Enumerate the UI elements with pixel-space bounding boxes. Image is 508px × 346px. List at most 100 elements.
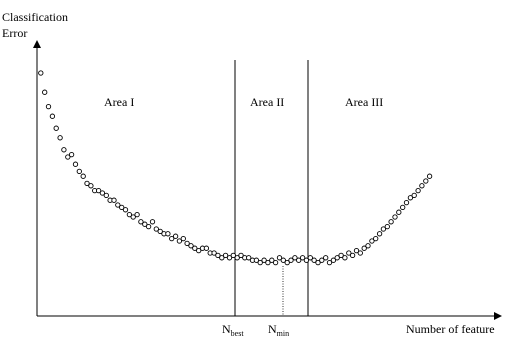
data-point-86	[365, 243, 371, 249]
data-point-7	[61, 147, 67, 153]
data-point-82	[349, 252, 356, 259]
area-i-label: Area I	[104, 95, 134, 109]
data-point-41	[192, 245, 198, 251]
data-point-17	[99, 190, 106, 196]
n-min-label: Nmin	[268, 322, 289, 338]
data-point-79	[338, 252, 344, 259]
data-point-87	[369, 238, 375, 244]
data-point-93	[392, 214, 398, 220]
data-point-64	[280, 257, 286, 263]
data-point-40	[188, 243, 194, 249]
y-axis-label-line2: Error	[2, 26, 27, 40]
data-point-75	[323, 255, 329, 261]
data-point-5	[53, 125, 59, 131]
data-point-99	[415, 187, 421, 194]
y-axis-label-line1: Classification	[2, 10, 68, 24]
data-point-80	[342, 255, 348, 261]
data-point-63	[276, 255, 283, 261]
data-point-59	[261, 257, 267, 263]
y-axis-arrow	[33, 40, 41, 48]
n-min-main: N	[268, 322, 277, 336]
data-point-16	[95, 187, 102, 194]
data-point-78	[334, 255, 340, 261]
data-point-14	[88, 183, 94, 189]
data-point-66	[288, 257, 294, 263]
data-point-13	[84, 180, 90, 187]
x-axis-arrow	[494, 312, 502, 320]
data-point-30	[149, 219, 156, 225]
data-point-36	[172, 233, 179, 239]
area-ii-label: Area II	[250, 95, 284, 109]
data-point-97	[407, 195, 414, 201]
data-point-101	[423, 178, 429, 184]
data-point-22	[119, 204, 125, 211]
data-point-58	[257, 259, 263, 266]
data-point-26	[134, 211, 140, 218]
n-min-subscript: min	[277, 329, 289, 338]
data-point-25	[130, 214, 136, 220]
data-point-29	[145, 223, 152, 230]
x-axis-label: Number of feature	[406, 322, 495, 336]
data-point-31	[153, 226, 159, 232]
data-point-88	[373, 235, 379, 242]
data-point-37	[176, 238, 183, 244]
data-point-10	[72, 161, 79, 167]
data-point-90	[380, 226, 387, 232]
data-point-65	[284, 259, 290, 266]
data-point-12	[80, 173, 86, 179]
data-point-92	[388, 219, 394, 225]
data-point-91	[384, 223, 390, 230]
data-point-46	[211, 250, 217, 256]
data-point-47	[215, 252, 221, 259]
data-point-55	[246, 255, 252, 261]
data-point-18	[103, 192, 109, 199]
data-point-35	[169, 235, 175, 242]
n-best-subscript: best	[231, 329, 245, 338]
data-points	[38, 70, 433, 266]
data-point-96	[403, 199, 410, 206]
data-point-98	[411, 192, 417, 199]
data-point-2	[42, 89, 48, 95]
data-point-74	[319, 257, 325, 263]
data-point-89	[376, 231, 383, 237]
data-point-76	[326, 259, 333, 266]
data-point-85	[361, 245, 367, 251]
data-point-48	[219, 255, 225, 261]
data-point-1	[38, 70, 44, 76]
data-point-61	[269, 257, 275, 263]
n-best-main: N	[222, 322, 231, 336]
data-point-72	[311, 257, 317, 263]
data-point-34	[165, 231, 171, 237]
n-best-label: Nbest	[222, 322, 244, 338]
data-point-6	[57, 135, 63, 141]
data-point-102	[426, 173, 433, 179]
data-point-73	[315, 259, 321, 266]
data-point-49	[222, 252, 229, 259]
data-point-32	[157, 228, 163, 235]
data-point-27	[138, 219, 144, 225]
data-point-28	[142, 221, 148, 227]
data-point-53	[238, 252, 244, 259]
data-point-57	[253, 257, 260, 263]
data-point-44	[203, 245, 210, 251]
data-point-83	[353, 247, 360, 254]
data-point-8	[65, 154, 71, 160]
data-point-9	[68, 151, 75, 158]
data-point-77	[330, 257, 337, 263]
data-point-52	[234, 255, 240, 261]
data-point-11	[76, 168, 82, 175]
data-point-69	[299, 255, 306, 261]
data-point-21	[115, 202, 121, 208]
data-point-23	[122, 207, 129, 213]
data-point-94	[396, 209, 402, 215]
data-point-51	[230, 252, 236, 259]
area-iii-label: Area III	[345, 95, 383, 109]
data-point-60	[265, 259, 271, 266]
data-point-42	[196, 247, 202, 254]
data-point-20	[111, 197, 117, 203]
data-point-24	[126, 211, 133, 218]
data-point-67	[292, 255, 298, 261]
data-point-81	[346, 250, 352, 256]
data-point-70	[303, 257, 310, 263]
data-point-71	[307, 255, 313, 261]
